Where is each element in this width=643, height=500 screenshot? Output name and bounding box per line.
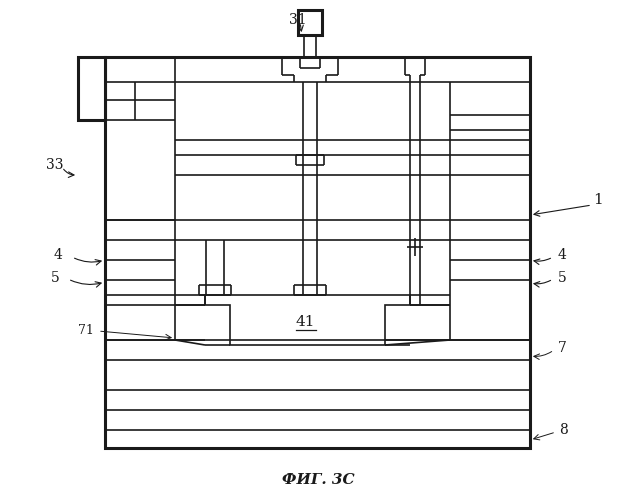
- Polygon shape: [205, 295, 410, 345]
- Text: 7: 7: [557, 341, 566, 355]
- Text: 31: 31: [289, 13, 307, 27]
- Text: 71: 71: [78, 324, 94, 336]
- Text: 8: 8: [559, 423, 568, 437]
- Text: ФИГ. 3С: ФИГ. 3С: [282, 473, 354, 487]
- Bar: [78, 57, 105, 120]
- Bar: [105, 57, 530, 448]
- Bar: [298, 10, 322, 35]
- Text: 5: 5: [51, 271, 59, 285]
- Text: 33: 33: [46, 158, 64, 172]
- Text: 5: 5: [557, 271, 566, 285]
- Text: 4: 4: [53, 248, 62, 262]
- Text: 1: 1: [593, 193, 603, 207]
- Text: 4: 4: [557, 248, 566, 262]
- Text: 41: 41: [295, 315, 315, 329]
